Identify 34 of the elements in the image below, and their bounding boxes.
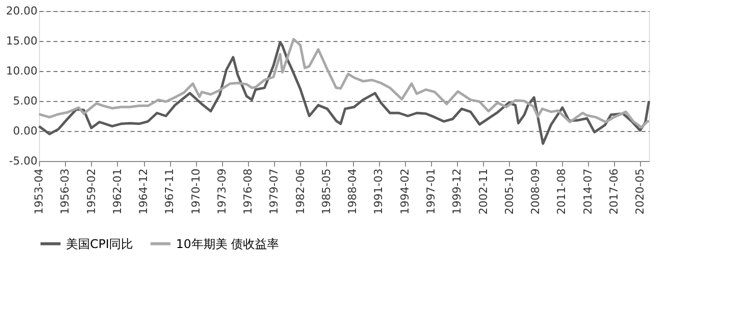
y-tick-label: 0.00 bbox=[13, 124, 38, 138]
y-tick-label: 10.00 bbox=[6, 64, 38, 78]
x-tick-label: 1959-02 bbox=[84, 168, 98, 214]
x-tick-label: 1953-04 bbox=[32, 168, 46, 214]
x-tick-label: 2005-10 bbox=[502, 168, 516, 214]
x-tick-label: 2002-11 bbox=[476, 168, 490, 214]
x-tick-label: 1979-07 bbox=[268, 168, 281, 214]
x-tick-label: 1970-10 bbox=[189, 168, 202, 214]
y-tick-label: -5.00 bbox=[9, 154, 38, 168]
x-tick-label: 1994-02 bbox=[398, 168, 412, 214]
y-tick-label: 20.00 bbox=[6, 4, 38, 18]
x-tick-label: 2017-06 bbox=[607, 168, 620, 214]
x-tick-label: 1956-03 bbox=[58, 168, 72, 214]
x-tick-label: 1985-05 bbox=[320, 168, 333, 214]
x-tick-label: 1976-08 bbox=[242, 168, 255, 214]
x-tick-label: 1991-03 bbox=[372, 168, 386, 214]
x-tick-label: 1997-01 bbox=[424, 168, 438, 214]
line-series bbox=[38, 38, 650, 129]
x-tick-label: 2014-07 bbox=[581, 168, 594, 214]
x-tick-label: 1962-01 bbox=[110, 168, 124, 214]
line-series bbox=[38, 40, 650, 145]
x-tick-label: 2008-09 bbox=[529, 168, 542, 214]
y-tick-label: 5.00 bbox=[13, 94, 38, 108]
legend-label: 10年期美 债收益率 bbox=[176, 236, 280, 251]
x-tick-label: 1982-06 bbox=[294, 168, 307, 214]
y-tick-label: 15.00 bbox=[6, 34, 38, 48]
x-tick-label: 2011-08 bbox=[555, 168, 568, 214]
x-tick-label: 1964-12 bbox=[137, 168, 150, 214]
legend-label: 美国CPI同比 bbox=[66, 236, 134, 251]
x-tick-label: 1967-11 bbox=[163, 168, 176, 214]
x-tick-label: 1999-12 bbox=[450, 168, 464, 214]
x-tick-label: 2020-05 bbox=[634, 168, 647, 214]
x-tick-label: 1988-04 bbox=[346, 168, 360, 214]
x-tick-label: 1973-09 bbox=[215, 168, 228, 214]
